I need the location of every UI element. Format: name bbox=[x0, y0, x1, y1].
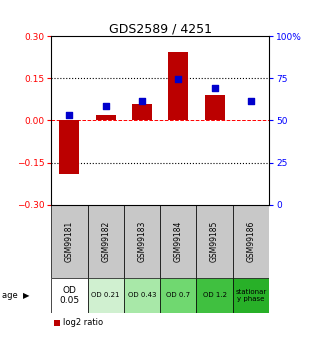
Text: age  ▶: age ▶ bbox=[2, 291, 29, 300]
Bar bbox=[160, 278, 197, 313]
Point bbox=[212, 86, 217, 91]
Bar bbox=[233, 278, 269, 313]
Bar bbox=[51, 278, 88, 313]
Text: OD 0.21: OD 0.21 bbox=[91, 293, 120, 298]
Bar bbox=[51, 205, 88, 278]
Bar bbox=[160, 205, 197, 278]
Bar bbox=[124, 278, 160, 313]
Bar bbox=[168, 52, 188, 120]
Point bbox=[67, 112, 72, 117]
Title: GDS2589 / 4251: GDS2589 / 4251 bbox=[109, 22, 212, 35]
Bar bbox=[59, 120, 79, 174]
Point bbox=[140, 98, 145, 104]
Bar bbox=[197, 278, 233, 313]
Text: GSM99183: GSM99183 bbox=[137, 221, 146, 262]
Point bbox=[103, 104, 108, 109]
Point bbox=[176, 77, 181, 82]
Text: log2 ratio: log2 ratio bbox=[63, 318, 103, 327]
Bar bbox=[205, 95, 225, 120]
Text: OD 1.2: OD 1.2 bbox=[202, 293, 227, 298]
Text: OD 0.43: OD 0.43 bbox=[128, 293, 156, 298]
Text: GSM99184: GSM99184 bbox=[174, 221, 183, 262]
Text: GSM99186: GSM99186 bbox=[246, 221, 255, 262]
Text: OD
0.05: OD 0.05 bbox=[59, 286, 80, 305]
Bar bbox=[88, 278, 124, 313]
Bar bbox=[132, 104, 152, 120]
Text: stationar
y phase: stationar y phase bbox=[235, 289, 267, 302]
Bar bbox=[124, 205, 160, 278]
Text: GSM99182: GSM99182 bbox=[101, 221, 110, 262]
Bar bbox=[96, 115, 116, 120]
Text: GSM99185: GSM99185 bbox=[210, 221, 219, 262]
Bar bbox=[233, 205, 269, 278]
Text: GSM99181: GSM99181 bbox=[65, 221, 74, 262]
Bar bbox=[197, 205, 233, 278]
Bar bbox=[88, 205, 124, 278]
Text: OD 0.7: OD 0.7 bbox=[166, 293, 190, 298]
Point bbox=[248, 98, 253, 104]
